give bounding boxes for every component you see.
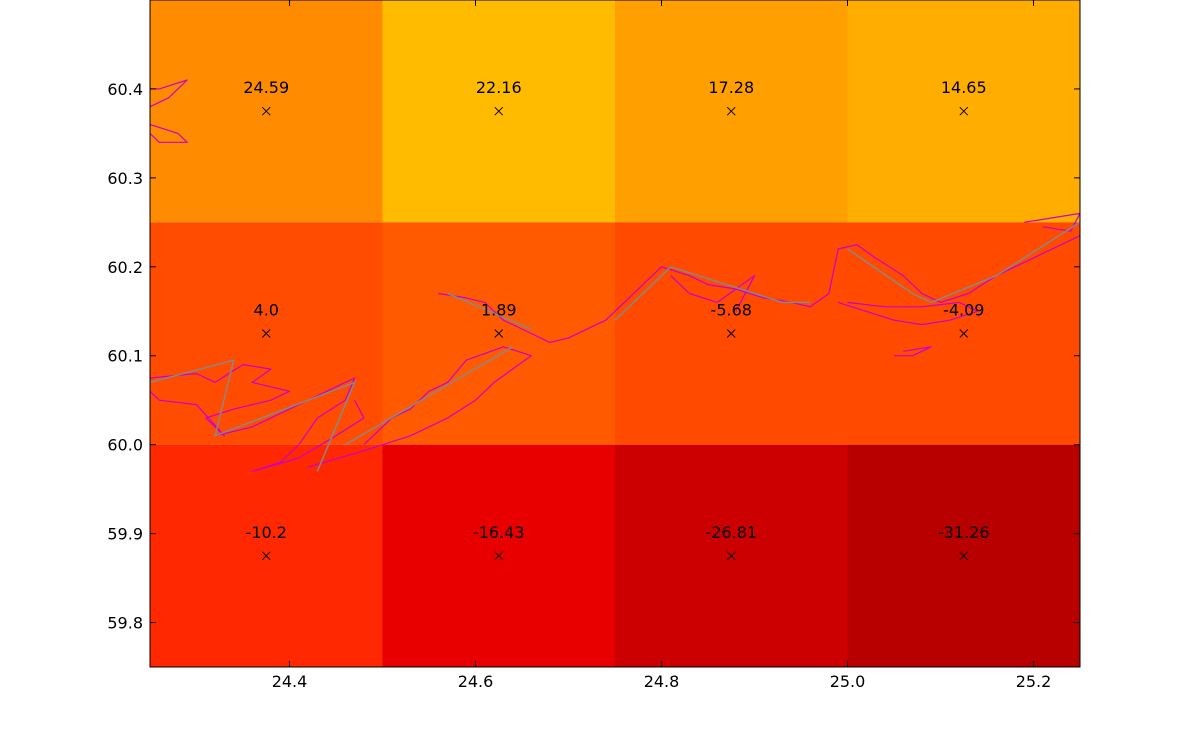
connector-line-7	[930, 221, 1081, 304]
cell-value-label-0: 24.59	[243, 78, 289, 97]
y-tick-label-2: 60.0	[107, 436, 143, 455]
cell-value-label-8: -10.2	[246, 523, 287, 542]
cell-value-label-3: 14.65	[941, 78, 987, 97]
connector-line-6	[847, 248, 932, 304]
cell-markers	[261, 106, 969, 561]
y-tick-label-4: 60.2	[107, 258, 143, 277]
y-tick-label-0: 59.8	[107, 614, 143, 633]
x-tick-label-3: 25.0	[830, 672, 866, 691]
connector-line-1	[214, 360, 356, 472]
coastline-segment-0	[149, 79, 188, 108]
cell-value-labels: 24.59 22.16 17.28 14.65 4.0 1.89 -5.68 -4.09 -10…	[243, 78, 989, 542]
coastline-segment-2	[149, 364, 291, 437]
coastline-segment-3	[214, 377, 365, 472]
heatmap-cells	[150, 0, 1080, 667]
cell-marker-9	[494, 551, 504, 561]
y-tick-label-6: 60.4	[107, 80, 143, 99]
axis-ticks: 24.4 24.6 24.8 25.0 25.2 59.8 59.9 60.0 60.1 60.2…	[107, 0, 1080, 691]
cell-value-label-10: -26.81	[705, 523, 757, 542]
cell-marker-8	[261, 551, 271, 561]
connector-layer	[149, 221, 1081, 472]
cell-marker-0	[261, 106, 271, 116]
cell-value-label-9: -16.43	[473, 523, 525, 542]
y-tick-label-3: 60.1	[107, 347, 143, 366]
cell-value-label-4: 4.0	[254, 301, 279, 320]
coastline-segment-7	[894, 346, 932, 357]
x-tick-label-4: 25.2	[1016, 672, 1052, 691]
cell-marker-11	[959, 551, 969, 561]
cell-value-label-6: -5.68	[711, 301, 752, 320]
cell-marker-3	[959, 106, 969, 116]
cell-marker-7	[959, 329, 969, 338]
connector-line-3	[447, 292, 532, 330]
cell-value-label-11: -31.26	[938, 523, 990, 542]
cell-marker-6	[726, 329, 736, 338]
plot-frame	[149, 0, 1081, 668]
y-tick-label-5: 60.3	[107, 169, 143, 188]
cell-marker-2	[726, 106, 736, 116]
cell-marker-4	[261, 329, 271, 338]
coastline-segment-6	[838, 301, 979, 326]
coastline-segment-5	[438, 235, 1081, 343]
cell-value-label-7: -4.09	[943, 301, 984, 320]
cell-value-label-2: 17.28	[708, 78, 754, 97]
x-tick-label-2: 24.8	[644, 672, 680, 691]
cell-marker-5	[494, 329, 504, 338]
connector-line-0	[149, 359, 234, 384]
connector-line-5	[670, 266, 811, 304]
coastline-segment-9	[670, 275, 756, 312]
x-tick-label-0: 24.4	[272, 672, 308, 691]
y-tick-label-1: 59.9	[107, 525, 143, 544]
cell-marker-10	[726, 551, 736, 561]
cell-marker-1	[494, 106, 504, 116]
cell-value-label-5: 1.89	[481, 301, 517, 320]
cell-value-label-1: 22.16	[476, 78, 522, 97]
coastline-segment-1	[149, 123, 188, 143]
connector-line-2	[344, 346, 514, 446]
x-tick-label-1: 24.6	[458, 672, 494, 691]
connector-line-4	[614, 266, 672, 321]
